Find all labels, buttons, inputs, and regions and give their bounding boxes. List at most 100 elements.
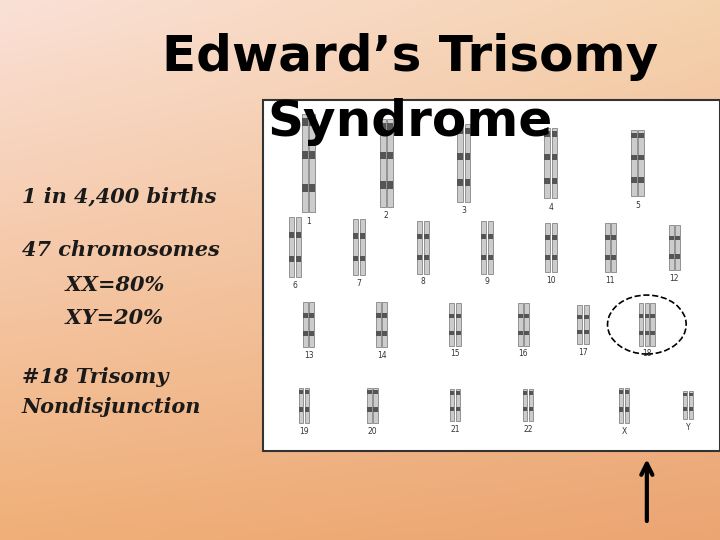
Bar bbox=[544, 154, 550, 160]
Bar bbox=[583, 315, 588, 319]
Bar bbox=[625, 408, 629, 412]
Bar bbox=[457, 125, 463, 202]
Text: 47 chromosomes: 47 chromosomes bbox=[22, 240, 220, 260]
Bar bbox=[552, 235, 557, 240]
Bar bbox=[359, 233, 364, 239]
Bar bbox=[376, 332, 381, 336]
Bar bbox=[650, 303, 654, 346]
Bar bbox=[263, 100, 720, 451]
Bar bbox=[683, 393, 688, 396]
Bar bbox=[481, 221, 486, 274]
Bar bbox=[376, 313, 381, 318]
Bar bbox=[367, 408, 372, 412]
Bar bbox=[310, 313, 315, 318]
Bar bbox=[528, 389, 533, 421]
Bar bbox=[518, 331, 523, 335]
Bar bbox=[373, 408, 377, 412]
Text: 3: 3 bbox=[462, 206, 467, 215]
Bar bbox=[650, 331, 654, 335]
Bar bbox=[417, 255, 422, 260]
Bar bbox=[518, 314, 523, 318]
Bar bbox=[449, 303, 454, 346]
Bar bbox=[669, 225, 674, 270]
Bar bbox=[289, 218, 294, 277]
Bar bbox=[423, 234, 428, 239]
Bar bbox=[417, 234, 422, 239]
Bar bbox=[523, 407, 527, 411]
Bar bbox=[456, 407, 460, 411]
Bar bbox=[310, 151, 315, 159]
Bar bbox=[631, 155, 637, 160]
Text: 9: 9 bbox=[485, 278, 490, 286]
Bar bbox=[305, 390, 309, 394]
Text: Syndrome: Syndrome bbox=[268, 98, 553, 145]
Bar bbox=[456, 331, 461, 335]
Bar bbox=[379, 181, 385, 188]
Bar bbox=[619, 388, 624, 423]
Text: 12: 12 bbox=[670, 274, 679, 283]
Text: 6: 6 bbox=[292, 281, 297, 290]
Bar bbox=[302, 313, 308, 318]
Bar bbox=[310, 118, 315, 126]
Bar bbox=[544, 178, 550, 184]
Text: 22: 22 bbox=[523, 425, 533, 434]
Bar bbox=[353, 233, 358, 239]
Bar bbox=[302, 302, 308, 347]
Bar bbox=[583, 330, 588, 334]
Bar bbox=[310, 332, 315, 336]
Bar bbox=[457, 179, 463, 186]
Bar bbox=[625, 388, 629, 423]
Bar bbox=[457, 127, 463, 134]
Bar bbox=[387, 119, 392, 207]
Bar bbox=[577, 305, 582, 344]
Bar bbox=[583, 305, 588, 344]
Bar bbox=[289, 256, 294, 262]
Bar bbox=[577, 315, 582, 319]
Bar bbox=[639, 130, 644, 197]
Bar bbox=[689, 391, 693, 419]
Bar bbox=[310, 114, 315, 212]
Bar bbox=[639, 314, 643, 318]
Bar bbox=[545, 235, 550, 240]
Bar bbox=[456, 303, 461, 346]
Text: 13: 13 bbox=[304, 351, 313, 360]
Bar bbox=[373, 390, 377, 394]
Bar bbox=[382, 302, 387, 347]
Text: XX=80%: XX=80% bbox=[22, 275, 164, 295]
Bar bbox=[644, 303, 649, 346]
Bar bbox=[639, 303, 643, 346]
Bar bbox=[625, 390, 629, 394]
Bar bbox=[481, 234, 486, 239]
Bar bbox=[382, 313, 387, 318]
Text: Edward’s Trisomy: Edward’s Trisomy bbox=[162, 33, 659, 80]
Bar bbox=[675, 236, 680, 240]
Bar bbox=[639, 331, 643, 335]
Bar bbox=[605, 223, 610, 272]
Bar bbox=[523, 389, 527, 421]
Bar bbox=[299, 388, 303, 423]
Bar bbox=[464, 125, 470, 202]
Bar bbox=[650, 314, 654, 318]
Bar bbox=[644, 331, 649, 335]
Bar bbox=[449, 314, 454, 318]
Text: 16: 16 bbox=[518, 349, 528, 359]
Bar bbox=[382, 332, 387, 336]
Text: 7: 7 bbox=[356, 279, 361, 288]
Text: 20: 20 bbox=[368, 427, 377, 436]
Bar bbox=[552, 131, 557, 137]
Bar bbox=[310, 302, 315, 347]
Bar bbox=[669, 254, 674, 259]
Bar bbox=[456, 314, 461, 318]
Text: 10: 10 bbox=[546, 275, 556, 285]
Bar bbox=[367, 388, 372, 423]
Bar bbox=[639, 155, 644, 160]
Bar bbox=[675, 225, 680, 270]
Bar bbox=[528, 407, 533, 411]
Text: #18 Trisomy
Nondisjunction: #18 Trisomy Nondisjunction bbox=[22, 367, 201, 417]
Bar bbox=[611, 255, 616, 260]
Bar bbox=[379, 123, 385, 130]
Bar bbox=[523, 392, 527, 395]
Text: 19: 19 bbox=[299, 427, 309, 436]
Bar bbox=[683, 391, 688, 419]
Bar bbox=[302, 184, 307, 192]
